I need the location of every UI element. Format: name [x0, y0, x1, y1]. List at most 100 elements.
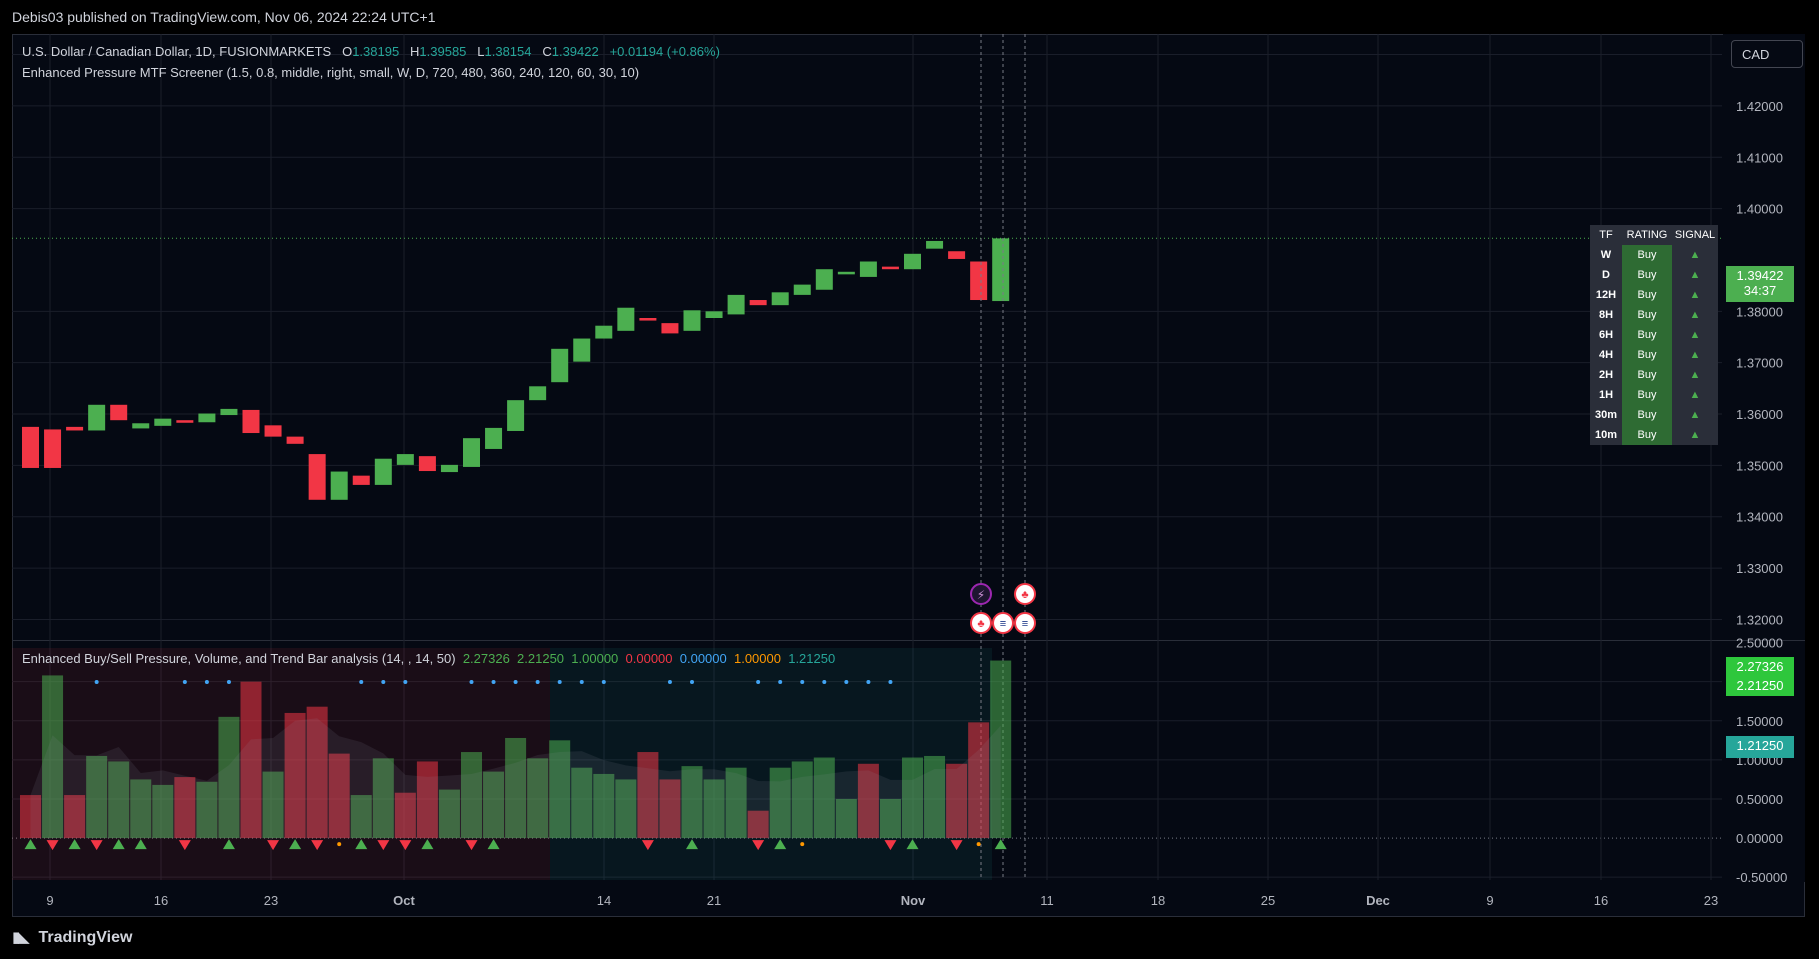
candle — [815, 269, 833, 290]
open-value: 1.38195 — [352, 44, 400, 59]
pressure-tag-2: 2.21250 — [1726, 677, 1794, 696]
currency-button[interactable]: CAD — [1731, 40, 1803, 68]
time-tick-label: 16 — [1594, 893, 1608, 908]
pressure-value: 0.00000 — [679, 651, 727, 666]
pressure-bar — [505, 737, 527, 839]
publisher-text: Debis03 published on TradingView.com, No… — [12, 9, 436, 25]
candle — [617, 307, 635, 331]
screener-tf: W — [1590, 245, 1622, 265]
tradingview-logo[interactable]: ▮◣ TradingView — [12, 928, 132, 947]
time-tick-label: 23 — [1704, 893, 1718, 908]
price-tick-label: 1.34000 — [1736, 510, 1783, 525]
pressure-bar — [835, 798, 857, 839]
candle — [418, 456, 436, 472]
screener-row: 6H Buy ▲ — [1590, 325, 1718, 345]
canada-flag-icon — [970, 612, 992, 634]
screener-row: W Buy ▲ — [1590, 245, 1718, 265]
indicator-legend[interactable]: Enhanced Pressure MTF Screener (1.5, 0.8… — [22, 65, 639, 80]
screener-signal: ▲ — [1672, 385, 1718, 405]
sell-signal-triangle — [267, 840, 280, 851]
time-tick-label: 14 — [597, 893, 611, 908]
pressure-bar — [284, 712, 306, 839]
screener-table: TF RATING SIGNAL W Buy ▲ D Buy ▲ 12H Buy ▲ 8H Buy ▲… — [1590, 225, 1718, 445]
pressure-bar — [902, 757, 923, 839]
pressure-bar — [769, 767, 791, 839]
screener-row: D Buy ▲ — [1590, 265, 1718, 285]
candle — [66, 426, 84, 431]
candle — [330, 471, 348, 500]
pressure-bar — [857, 763, 879, 839]
trend-dot — [667, 680, 672, 684]
neutral-signal-dot — [337, 842, 342, 847]
close-value: 1.39422 — [551, 44, 599, 59]
time-tick-label: 18 — [1151, 893, 1165, 908]
pressure-value: 0.00000 — [625, 651, 673, 666]
time-tick-label: 9 — [46, 893, 53, 908]
trend-dot — [469, 680, 474, 684]
candle — [507, 400, 525, 431]
screener-row: 12H Buy ▲ — [1590, 285, 1718, 305]
trend-dot — [535, 680, 540, 684]
candle — [639, 317, 657, 321]
open-label: O — [342, 44, 353, 59]
screener-row: 2H Buy ▲ — [1590, 365, 1718, 385]
pressure-value: 2.21250 — [517, 651, 565, 666]
trend-dot — [778, 680, 783, 684]
neutral-signal-dot — [976, 842, 981, 847]
pressure-bar — [703, 779, 725, 839]
pressure-bar — [42, 675, 64, 839]
last-price-value: 1.39422 — [1736, 268, 1784, 283]
candle — [595, 325, 613, 339]
pressure-bar — [990, 660, 1012, 839]
trend-dot — [844, 680, 849, 684]
buy-signal-triangle — [686, 839, 698, 850]
sell-signal-triangle — [884, 840, 897, 851]
screener-rating: Buy — [1622, 365, 1672, 385]
neutral-signal-dot — [800, 842, 805, 847]
candle — [992, 238, 1010, 302]
candle — [881, 266, 899, 270]
pressure-bar — [571, 767, 593, 839]
pressure-legend[interactable]: Enhanced Buy/Sell Pressure, Volume, and … — [22, 651, 835, 666]
sell-signal-triangle — [46, 840, 59, 851]
candle — [859, 261, 877, 277]
candle — [463, 438, 480, 467]
sell-signal-triangle — [377, 840, 390, 851]
time-tick-label: 9 — [1486, 893, 1493, 908]
pressure-bar — [747, 810, 769, 839]
pressure-bar — [637, 752, 659, 839]
buy-signal-triangle — [134, 839, 147, 850]
sell-signal-triangle — [178, 840, 191, 851]
high-label: H — [410, 44, 420, 59]
low-label: L — [477, 44, 485, 59]
pressure-bar — [791, 761, 813, 839]
candle — [793, 284, 811, 295]
price-tick-label: 1.40000 — [1736, 202, 1783, 217]
symbol-legend[interactable]: U.S. Dollar / Canadian Dollar, 1D, FUSIO… — [22, 44, 720, 59]
screener-header-tf: TF — [1599, 229, 1613, 241]
time-tick-label: 11 — [1040, 893, 1054, 908]
pressure-bar — [549, 740, 571, 839]
pressure-bar — [130, 779, 152, 839]
candle — [198, 413, 216, 423]
candle — [573, 338, 591, 362]
pressure-bar — [306, 706, 328, 839]
screener-rating: Buy — [1622, 425, 1672, 445]
buy-signal-triangle — [24, 839, 37, 850]
high-value: 1.39585 — [419, 44, 467, 59]
candle — [551, 348, 569, 383]
time-tick-label: Dec — [1366, 893, 1390, 908]
buy-signal-triangle — [906, 839, 919, 850]
pressure-tick-label: 0.50000 — [1736, 792, 1783, 807]
tradingview-logo-text: TradingView — [38, 929, 133, 946]
candle — [837, 271, 855, 275]
trend-dot — [756, 680, 761, 684]
pressure-tick-label: 2.50000 — [1736, 636, 1783, 651]
screener-signal: ▲ — [1672, 405, 1718, 425]
candle — [926, 240, 944, 249]
pressure-bar — [262, 771, 284, 839]
trend-dot — [403, 680, 408, 684]
screener-signal: ▲ — [1672, 245, 1718, 265]
pressure-bar — [328, 753, 350, 839]
